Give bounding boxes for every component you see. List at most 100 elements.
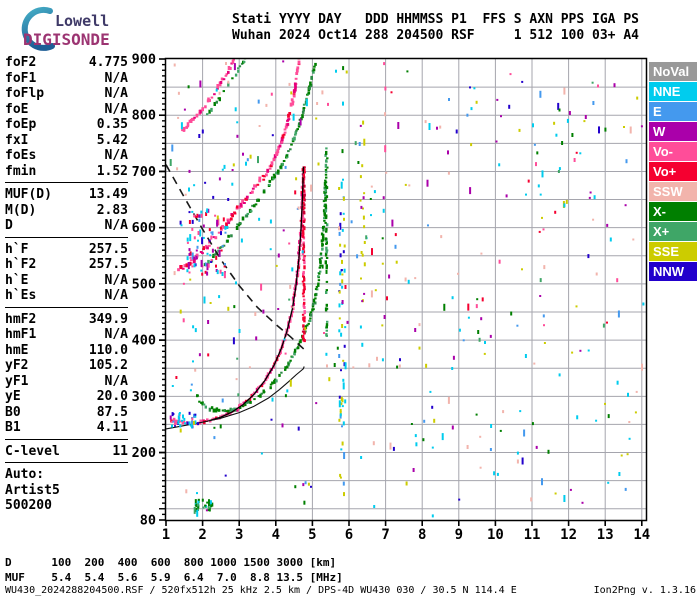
param-artist5: Artist5: [5, 483, 128, 499]
x-tick-label-10: 10: [487, 527, 504, 543]
x-tick-label-5: 5: [308, 527, 316, 543]
param-label: h`E: [5, 272, 29, 288]
param-label: h`F2: [5, 257, 37, 272]
panel-separator: [5, 236, 128, 238]
param-foe: foE N/A: [5, 102, 128, 118]
param-value: 87.5: [96, 404, 128, 420]
param-value: 110.0: [88, 342, 128, 358]
noise-background-noise-lower: [169, 396, 637, 518]
param-hme: hmE 110.0: [5, 343, 128, 359]
muf-row: MUF 5.4 5.4 5.6 5.9 6.4 7.0 8.8 13.5 [MH…: [5, 571, 343, 584]
x-tick-label-13: 13: [597, 527, 614, 543]
distance-muf-table: D 100 200 400 600 800 1000 1500 3000 [km…: [5, 555, 343, 585]
logo-arc-icon: [21, 6, 55, 51]
param-value: 4.11: [96, 420, 128, 435]
header-block: Stati YYYY DAY DDD HHMMSS P1 FFS S AXN P…: [232, 12, 639, 44]
panel-separator: [5, 438, 128, 440]
noise-trace-foot-scatter: [171, 411, 199, 429]
x-tick-label-3: 3: [235, 527, 243, 543]
panel-separator: [5, 182, 128, 183]
param-label: foEp: [5, 117, 37, 132]
y-tick-label-800: 800: [132, 108, 156, 124]
x-tick-label-12: 12: [560, 527, 577, 543]
trace-artist-fitted-trace: [209, 166, 305, 422]
param-label: MUF(D): [5, 187, 52, 202]
param-label: D: [5, 218, 13, 233]
param-b1: B1 4.11: [5, 420, 128, 436]
traces-layer: [165, 58, 329, 430]
x-tick-label-8: 8: [418, 527, 426, 543]
param-label: foF2: [5, 55, 37, 70]
param-c-level: C-level 11: [5, 444, 128, 460]
header-field-values: Wuhan 2024 Oct14 288 204500 RSF 1 512 10…: [232, 28, 639, 43]
y-tick-label-600: 600: [132, 220, 156, 236]
logo-lowell-text: Lowell: [55, 12, 109, 30]
param-label: hmF2: [5, 311, 37, 327]
y-tick-label-500: 500: [132, 276, 156, 292]
echo-direction-legend: NoVal NNE E W Vo- Vo+ SSW X- X+ SSE NNW: [649, 62, 697, 282]
x-tick-label-4: 4: [272, 527, 280, 543]
param-foep: foEp 0.35: [5, 117, 128, 133]
trace-x-trace-3rd-hop: [206, 58, 247, 116]
legend-item-x-: X+: [649, 222, 697, 241]
trace-x-critical-asymptote: [324, 147, 329, 337]
param-label: foF1: [5, 70, 37, 86]
param-label: yF1: [5, 373, 29, 389]
panel-separator: [5, 306, 128, 308]
param-label: Artist5: [5, 482, 60, 498]
noise-upper-left-sparse: [177, 63, 244, 229]
param-500200: 500200: [5, 498, 128, 514]
param-b0: B0 87.5: [5, 405, 128, 421]
param-value: 257.5: [88, 241, 128, 257]
legend-item-x-: X-: [649, 202, 697, 221]
legend-item-nnw: NNW: [649, 262, 697, 281]
param-value: 4.775: [88, 55, 128, 70]
header-field-names: Stati YYYY DAY DDD HHMMSS P1 FFS S AXN P…: [232, 12, 639, 27]
legend-item-ssw: SSW: [649, 182, 697, 201]
param-value: N/A: [104, 101, 128, 117]
param-value: N/A: [104, 373, 128, 389]
y-tick-label-900: 900: [132, 52, 156, 68]
legend-item-e: E: [649, 102, 697, 121]
param-label: hmE: [5, 342, 29, 358]
param-value: N/A: [104, 327, 128, 342]
param-d: D N/A: [5, 218, 128, 234]
distance-row: D 100 200 400 600 800 1000 1500 3000 [km…: [5, 556, 337, 569]
x-tick-label-2: 2: [198, 527, 206, 543]
legend-item-nne: NNE: [649, 82, 697, 101]
param-label: foFlp: [5, 86, 45, 101]
noise-background-noise-upper: [169, 60, 645, 398]
param-h-f: h`F 257.5: [5, 242, 128, 258]
param-hmf2: hmF2 349.9: [5, 312, 128, 328]
x-tick-label-14: 14: [633, 527, 650, 543]
param-label: foE: [5, 101, 29, 117]
param-value: 2.83: [96, 202, 128, 218]
digisonde-logo: Lowell DIGISONDE: [21, 6, 110, 51]
param-value: 13.49: [88, 187, 128, 202]
param-label: yF2: [5, 358, 29, 373]
param-h-es: h`Es N/A: [5, 288, 128, 304]
param-yf1: yF1 N/A: [5, 374, 128, 390]
param-value: 5.42: [96, 132, 128, 148]
y-tick-label-400: 400: [132, 333, 156, 349]
param-value: N/A: [104, 86, 128, 101]
param-label: fmin: [5, 163, 37, 179]
trace-x-trace-f-layer: [196, 179, 328, 413]
y-tick-label-200: 200: [132, 445, 156, 461]
panel-separator: [5, 462, 128, 463]
param-value: N/A: [104, 272, 128, 288]
param-label: yE: [5, 389, 21, 404]
legend-item-vo-: Vo+: [649, 162, 697, 181]
param-value: 105.2: [88, 358, 128, 373]
param-ye: yE 20.0: [5, 389, 128, 405]
param-fxi: fxI 5.42: [5, 133, 128, 149]
param-value: 11: [112, 443, 128, 459]
param-fof2: foF2 4.775: [5, 55, 128, 71]
param-h-f2: h`F2 257.5: [5, 257, 128, 273]
param-value: 257.5: [88, 257, 128, 272]
param-yf2: yF2 105.2: [5, 358, 128, 374]
legend-item-vo-: Vo-: [649, 142, 697, 161]
param-label: Auto:: [5, 467, 45, 482]
